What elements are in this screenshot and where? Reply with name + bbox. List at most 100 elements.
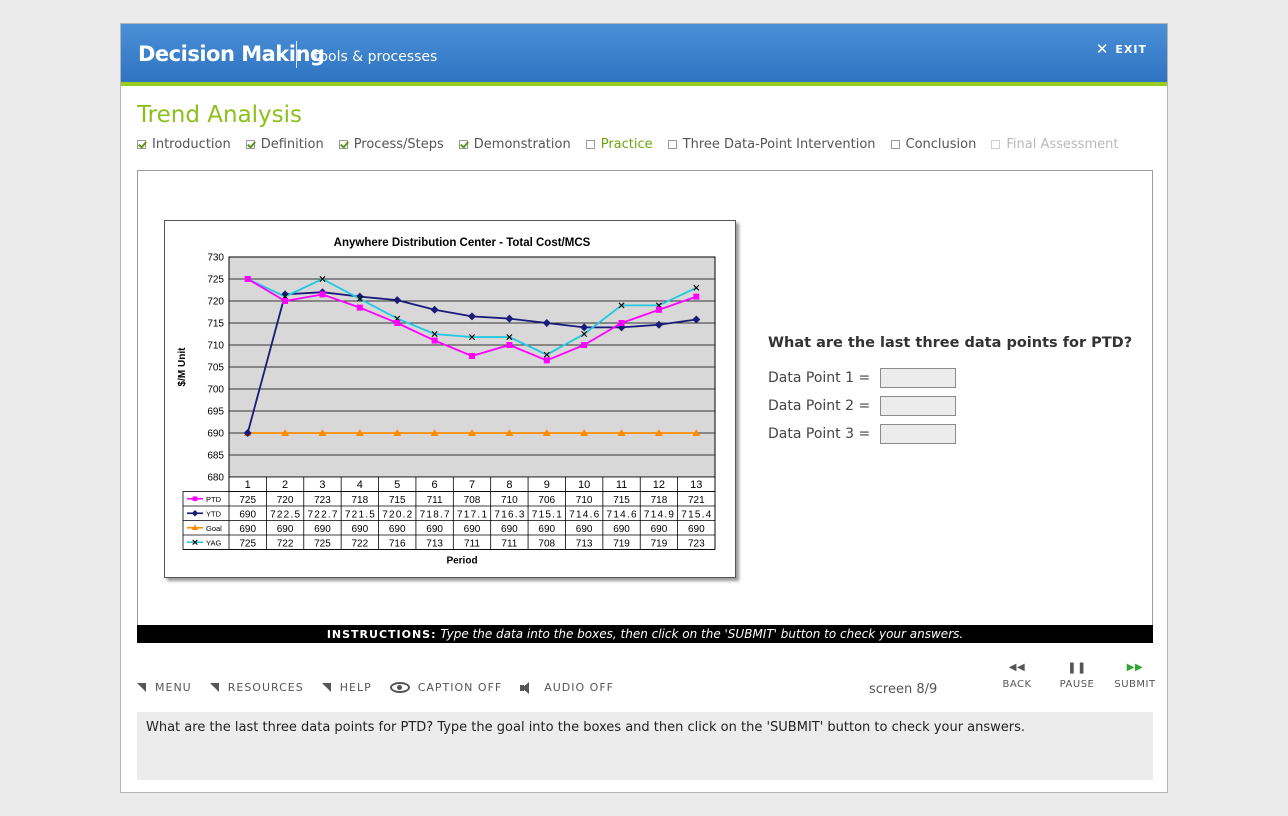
data-point-ptd	[394, 320, 401, 326]
data-point-yag	[506, 334, 513, 341]
exit-button[interactable]: ✕ EXIT	[1096, 40, 1147, 58]
pause-button[interactable]: ❚❚ PAUSE	[1055, 657, 1099, 690]
data-point-2-input[interactable]	[880, 396, 956, 416]
step-introduction[interactable]: Introduction	[137, 137, 231, 152]
data-point-ptd	[543, 357, 550, 364]
data-point-ytd	[654, 320, 663, 329]
data-label: 710	[501, 495, 518, 506]
data-point-3-input[interactable]	[880, 424, 956, 444]
data-label: 708	[538, 538, 555, 549]
progress-steps: Introduction Definition Process/Steps Demon…	[137, 137, 1133, 152]
data-label: 690	[389, 524, 406, 535]
menu-button[interactable]: MENU	[137, 681, 192, 694]
data-label: 690	[576, 524, 593, 535]
resources-label: RESOURCES	[227, 681, 304, 694]
data-label: 690	[239, 509, 256, 520]
step-conclusion[interactable]: Conclusion	[890, 137, 976, 152]
submit-button[interactable]: ▶▶ SUBMIT	[1113, 657, 1157, 690]
data-label: 711	[501, 538, 517, 549]
step-definition[interactable]: Definition	[245, 137, 324, 152]
data-label: 710	[576, 495, 593, 506]
caption-toggle[interactable]: CAPTION OFF	[389, 681, 503, 694]
data-label: 717.1	[457, 509, 487, 520]
step-practice[interactable]: Practice	[585, 137, 653, 152]
x-tick-label: 6	[432, 479, 438, 491]
x-tick-label: 13	[690, 479, 702, 491]
app-title: Decision Making	[138, 42, 325, 66]
empty-box-icon	[890, 140, 900, 149]
y-tick-label: 695	[207, 407, 224, 418]
y-tick-label: 730	[207, 253, 224, 264]
data-point-ytd	[430, 305, 439, 314]
resources-button[interactable]: RESOURCES	[209, 681, 304, 694]
data-point-yag	[431, 331, 438, 337]
exit-label: EXIT	[1115, 42, 1147, 56]
data-label: 725	[239, 495, 256, 506]
data-label: 690	[314, 524, 331, 535]
data-point-goal	[430, 429, 439, 436]
x-axis-label: Period	[446, 556, 477, 567]
legend-marker-goal	[191, 524, 199, 531]
data-point-goal	[355, 429, 364, 436]
x-tick-label: 9	[544, 479, 550, 491]
empty-box-icon	[667, 140, 677, 149]
y-tick-label: 725	[207, 275, 224, 286]
step-label: Process/Steps	[353, 137, 444, 152]
trend-chart: Anywhere Distribution Center - Total Cos…	[177, 237, 716, 567]
data-label: 721.5	[345, 509, 375, 520]
data-label: 722.7	[307, 509, 337, 520]
audio-toggle[interactable]: AUDIO OFF	[520, 681, 614, 694]
legend-label-ptd: PTD	[206, 495, 222, 504]
data-label: 722	[352, 538, 369, 549]
data-label: 715.4	[681, 509, 711, 520]
pause-label: PAUSE	[1059, 679, 1095, 690]
data-label: 718	[651, 495, 668, 506]
data-point-ytd	[505, 314, 514, 323]
instructions-text: Type the data into the boxes, then click…	[436, 627, 964, 641]
data-label: 690	[239, 524, 256, 535]
help-button[interactable]: HELP	[321, 681, 372, 694]
x-tick-label: 3	[319, 479, 325, 491]
data-point-ytd	[243, 429, 252, 437]
step-label: Three Data-Point Intervention	[682, 137, 876, 152]
y-tick-label: 680	[207, 473, 224, 484]
data-point-goal	[505, 429, 514, 436]
data-label: 721	[688, 495, 705, 506]
data-point-1-input[interactable]	[880, 368, 956, 388]
data-point-ytd	[468, 312, 476, 321]
back-button[interactable]: ◀◀ BACK	[997, 657, 1037, 690]
x-tick-label: 5	[394, 479, 400, 491]
data-label: 690	[501, 524, 518, 535]
empty-box-icon	[585, 140, 595, 149]
data-point-yag	[693, 284, 700, 291]
x-tick-label: 10	[578, 479, 590, 491]
checked-box-icon	[245, 140, 255, 149]
rewind-icon: ◀◀	[1008, 662, 1026, 673]
data-point-2-label: Data Point 2 =	[768, 398, 871, 414]
legend-marker-yag	[192, 539, 198, 545]
data-point-goal	[580, 429, 589, 436]
data-label: 715	[613, 495, 630, 506]
data-label: 715	[389, 495, 406, 506]
x-tick-label: 8	[506, 479, 512, 491]
data-label: 690	[352, 524, 369, 535]
data-label: 716	[389, 538, 406, 549]
step-process-steps[interactable]: Process/Steps	[338, 137, 444, 152]
pause-icon: ❚❚	[1067, 661, 1087, 674]
data-label: 719	[651, 538, 668, 549]
fast-forward-icon: ▶▶	[1126, 662, 1144, 673]
x-tick-label: 1	[245, 479, 251, 491]
data-label: 711	[427, 495, 443, 506]
step-three-data-point-intervention[interactable]: Three Data-Point Intervention	[667, 137, 876, 152]
data-label: 708	[464, 495, 481, 506]
y-axis-label: $/M Unit	[177, 347, 188, 387]
y-tick-label: 705	[207, 363, 224, 374]
step-demonstration[interactable]: Demonstration	[458, 137, 571, 152]
data-label: 723	[314, 495, 331, 506]
data-label: 722	[277, 538, 294, 549]
title-separator	[296, 41, 297, 68]
data-point-1-label: Data Point 1 =	[768, 370, 871, 386]
data-point-ptd	[618, 320, 625, 326]
data-point-ptd	[693, 293, 700, 300]
data-point-ytd	[393, 296, 402, 305]
